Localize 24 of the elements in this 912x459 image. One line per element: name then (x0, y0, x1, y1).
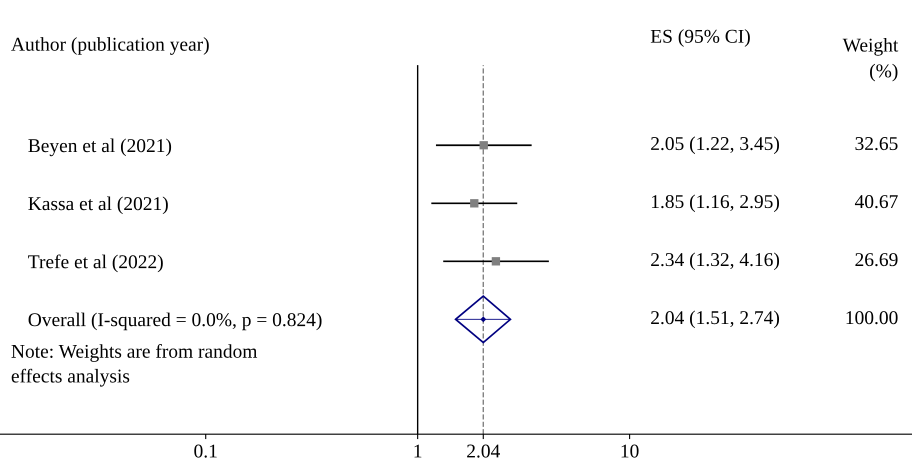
annotation: 100.00 (846, 311, 898, 324)
x-tick-label: 2.04 (467, 444, 500, 458)
text: Author (publication year) (11, 37, 209, 55)
point (492, 257, 500, 266)
x-tick-label: 1 (414, 444, 422, 458)
x-tick-label: 0.1 (194, 444, 217, 458)
point (480, 316, 486, 322)
y-tick-label: Trefe et al (2022) (28, 254, 163, 272)
y-tick-label: Beyen et al (2021) (28, 138, 172, 156)
annotation: 40.67 (854, 195, 898, 208)
annotation: 1.85 (1.16, 2.95) (652, 194, 780, 212)
annotation: 32.65 (856, 137, 898, 150)
y-tick-label: Overall (I-squared = 0.0%, p = 0.824) (28, 312, 322, 330)
annotation: 26.69 (855, 253, 898, 266)
annotation: 2.04 (1.51, 2.74) (651, 310, 780, 328)
y-tick-label: Kassa et al (2021) (28, 196, 168, 214)
point (480, 141, 488, 150)
x-tick-label: 10 (622, 444, 639, 458)
annotation: Note: Weights are from random effects analysis (12, 344, 258, 387)
text: Weight (%) (842, 38, 898, 82)
annotation: 2.34 (1.32, 4.16) (651, 252, 780, 270)
text: ES (95% CI) (650, 29, 750, 47)
point (470, 199, 478, 208)
annotation: 2.05 (1.22, 3.45) (651, 136, 780, 154)
